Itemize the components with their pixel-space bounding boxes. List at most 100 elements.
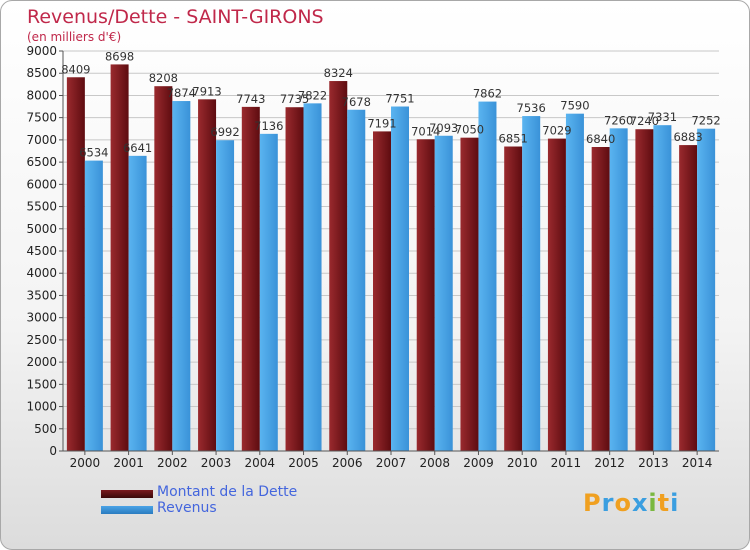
logo-letter: i	[648, 489, 658, 517]
bar-dette	[198, 99, 217, 452]
x-tick-label: 2011	[551, 456, 582, 470]
data-label: 7029	[542, 124, 571, 138]
data-label: 7874	[167, 86, 196, 100]
y-tick-label: 7500	[26, 111, 57, 125]
bar-dette	[66, 77, 85, 452]
bar-revenus	[609, 128, 628, 451]
data-label: 8698	[105, 49, 134, 63]
bar-revenus	[172, 101, 191, 452]
data-label: 7751	[385, 92, 414, 106]
y-tick-label: 500	[34, 422, 57, 436]
bar-dette	[373, 131, 391, 451]
x-tick-label: 2008	[419, 456, 450, 470]
data-label: 6641	[123, 141, 152, 155]
data-label: 7050	[455, 123, 484, 137]
x-tick-label: 2000	[70, 456, 101, 470]
legend-swatch-dette	[101, 490, 153, 498]
data-label: 7014	[411, 124, 440, 138]
data-label: 7331	[648, 110, 677, 124]
bar-revenus	[303, 103, 322, 451]
bar-dette	[679, 145, 698, 452]
y-tick-label: 2000	[26, 355, 57, 369]
data-label: 7913	[192, 84, 221, 98]
data-label: 7743	[236, 92, 265, 106]
x-tick-label: 2004	[245, 456, 276, 470]
bar-dette	[635, 129, 654, 451]
y-tick-label: 2500	[26, 333, 57, 347]
bar-dette	[329, 81, 348, 452]
y-tick-label: 1000	[26, 400, 57, 414]
bar-dette	[547, 138, 566, 451]
bar-revenus	[565, 113, 584, 452]
bar-dette	[110, 64, 129, 451]
bar-revenus	[128, 155, 147, 451]
chart-subtitle: (en milliers d'€)	[27, 30, 122, 44]
bar-revenus	[522, 116, 541, 452]
bar-dette	[504, 146, 523, 451]
data-label: 8324	[324, 66, 353, 80]
data-label: 6851	[499, 132, 528, 146]
proxiti-logo: Proxiti	[583, 489, 679, 517]
data-label: 6992	[210, 125, 239, 139]
y-tick-label: 7000	[26, 133, 57, 147]
x-tick-label: 2009	[463, 456, 494, 470]
bar-revenus	[391, 106, 409, 451]
bar-revenus	[216, 140, 235, 451]
bar-revenus	[84, 160, 103, 451]
logo-letter: t	[657, 489, 671, 517]
axes: 0 500 1000 1500 2000 2500 3000 3500 4000 4500 5000…	[26, 44, 719, 470]
data-label: 6534	[79, 146, 108, 160]
data-label: 7735	[280, 92, 309, 106]
data-label: 7260	[604, 113, 633, 127]
data-label: 7862	[473, 87, 502, 101]
x-tick-label: 2005	[288, 456, 319, 470]
x-tick-label: 2013	[638, 456, 669, 470]
bar-dette	[154, 86, 173, 451]
data-label: 8208	[149, 71, 178, 85]
y-tick-label: 6500	[26, 155, 57, 169]
data-label: 8409	[61, 62, 90, 76]
x-tick-label: 2001	[113, 456, 144, 470]
data-label: 7678	[342, 95, 371, 109]
bar-revenus	[347, 109, 366, 451]
bar-revenus	[697, 128, 716, 451]
bar-dette	[416, 139, 435, 451]
data-label: 7822	[298, 88, 327, 102]
data-label: 7093	[429, 121, 458, 135]
data-label: 7136	[254, 119, 283, 133]
bar-dette	[591, 147, 610, 451]
x-tick-label: 2012	[594, 456, 625, 470]
legend-label-revenus: Revenus	[157, 500, 217, 516]
y-tick-label: 5000	[26, 222, 57, 236]
y-tick-label: 6000	[26, 177, 57, 191]
bar-revenus	[259, 133, 278, 451]
x-tick-label: 2010	[507, 456, 538, 470]
bar-revenus	[653, 125, 672, 451]
data-label: 6883	[673, 130, 702, 144]
logo-letter: P	[583, 489, 602, 517]
y-tick-label: 9000	[26, 44, 57, 58]
bar-dette	[285, 107, 304, 451]
bars	[66, 64, 716, 452]
y-tick-label: 1500	[26, 377, 57, 391]
data-label: 6840	[586, 132, 615, 146]
logo-letter: o	[614, 489, 632, 517]
y-tick-label: 3500	[26, 288, 57, 302]
x-tick-label: 2003	[201, 456, 232, 470]
data-label: 7240	[630, 114, 659, 128]
y-tick-label: 8500	[26, 66, 57, 80]
bar-revenus	[478, 101, 497, 452]
bar-dette	[241, 106, 260, 451]
logo-letter: x	[631, 489, 649, 517]
chart-title: Revenus/Dette - SAINT-GIRONS	[27, 6, 324, 28]
bar-dette	[460, 137, 479, 451]
y-tick-label: 4000	[26, 266, 57, 280]
data-label: 7536	[517, 101, 546, 115]
logo-letter: r	[601, 489, 615, 517]
y-tick-label: 0	[49, 444, 57, 458]
x-tick-label: 2002	[157, 456, 188, 470]
y-tick-label: 3000	[26, 311, 57, 325]
